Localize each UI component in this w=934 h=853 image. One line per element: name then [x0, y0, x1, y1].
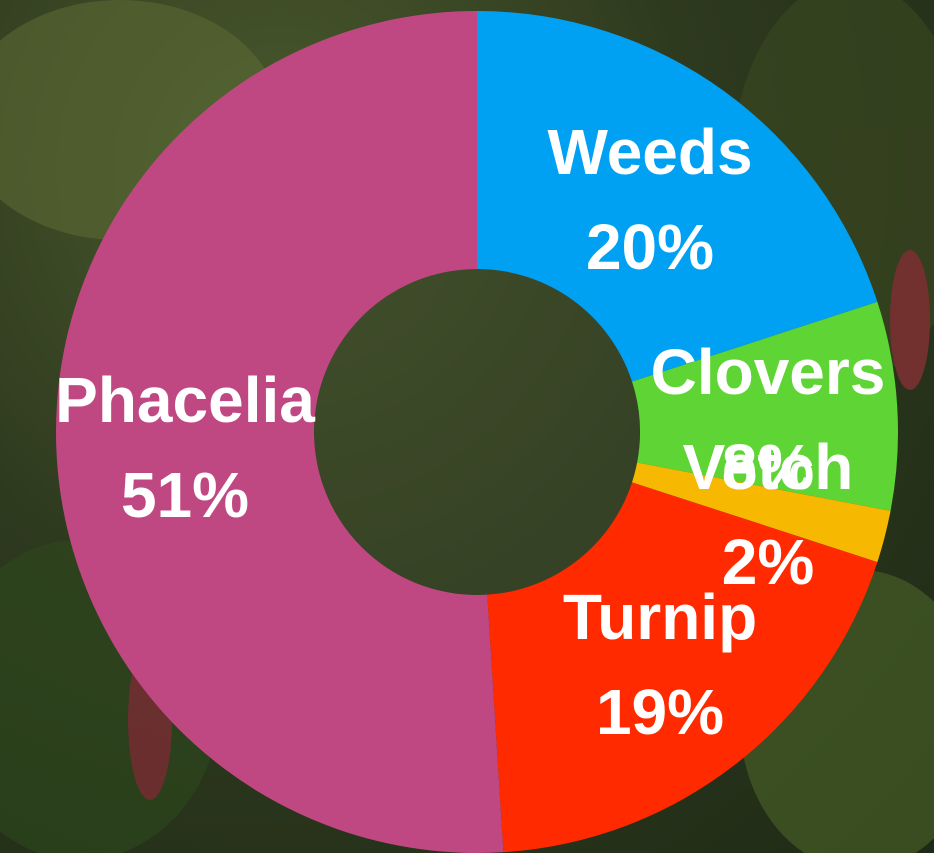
value-label: 51%	[40, 448, 330, 543]
category-name: Phacelia	[40, 353, 330, 448]
value-label: 20%	[450, 200, 850, 295]
category-name: Vetch	[568, 420, 934, 515]
category-name: Turnip	[460, 570, 860, 665]
page: (() => { const data = JSON.parse(documen…	[0, 0, 934, 853]
category-name: Clovers	[568, 325, 934, 420]
value-label: 19%	[460, 665, 860, 760]
category-name: Weeds	[450, 105, 850, 200]
